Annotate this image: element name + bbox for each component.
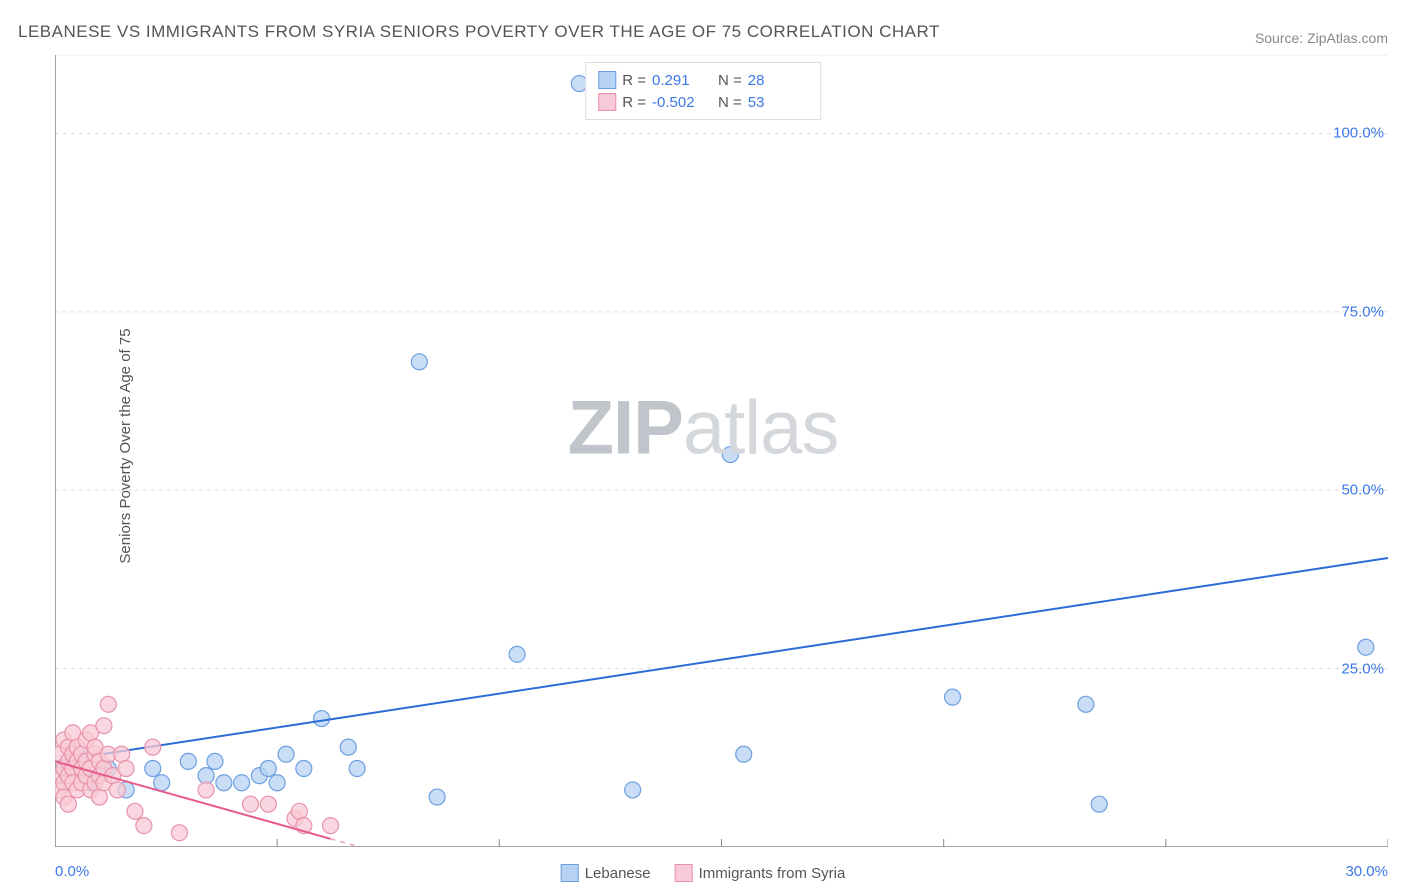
legend-swatch xyxy=(598,71,616,89)
scatter-plot xyxy=(55,55,1388,847)
y-tick-label: 25.0% xyxy=(1341,660,1384,677)
stats-row: R = 0.291 N = 28 xyxy=(598,69,808,91)
correlation-stats-box: R = 0.291 N = 28 R = -0.502 N = 53 xyxy=(585,62,821,120)
stat-n-value: 28 xyxy=(748,72,808,89)
stat-r-label: R = xyxy=(622,94,646,111)
legend-swatch xyxy=(675,864,693,882)
y-tick-label: 50.0% xyxy=(1341,482,1384,499)
stat-r-label: R = xyxy=(622,72,646,89)
legend-swatch xyxy=(561,864,579,882)
stat-n-label: N = xyxy=(718,72,742,89)
stat-n-label: N = xyxy=(718,94,742,111)
stat-r-value: -0.502 xyxy=(652,94,712,111)
series-legend: Lebanese Immigrants from Syria xyxy=(561,864,846,882)
source-attribution: Source: ZipAtlas.com xyxy=(1255,30,1388,46)
y-tick-label: 75.0% xyxy=(1341,303,1384,320)
y-tick-label: 100.0% xyxy=(1333,125,1384,142)
x-axis-max-label: 30.0% xyxy=(1345,863,1388,880)
legend-label: Immigrants from Syria xyxy=(699,865,846,882)
stat-r-value: 0.291 xyxy=(652,72,712,89)
stats-row: R = -0.502 N = 53 xyxy=(598,91,808,113)
chart-area xyxy=(55,55,1388,847)
legend-label: Lebanese xyxy=(585,865,651,882)
legend-item: Lebanese xyxy=(561,864,651,882)
legend-swatch xyxy=(598,93,616,111)
x-axis-min-label: 0.0% xyxy=(55,863,89,880)
legend-item: Immigrants from Syria xyxy=(675,864,846,882)
chart-title: LEBANESE VS IMMIGRANTS FROM SYRIA SENIOR… xyxy=(18,22,940,42)
stat-n-value: 53 xyxy=(748,94,808,111)
